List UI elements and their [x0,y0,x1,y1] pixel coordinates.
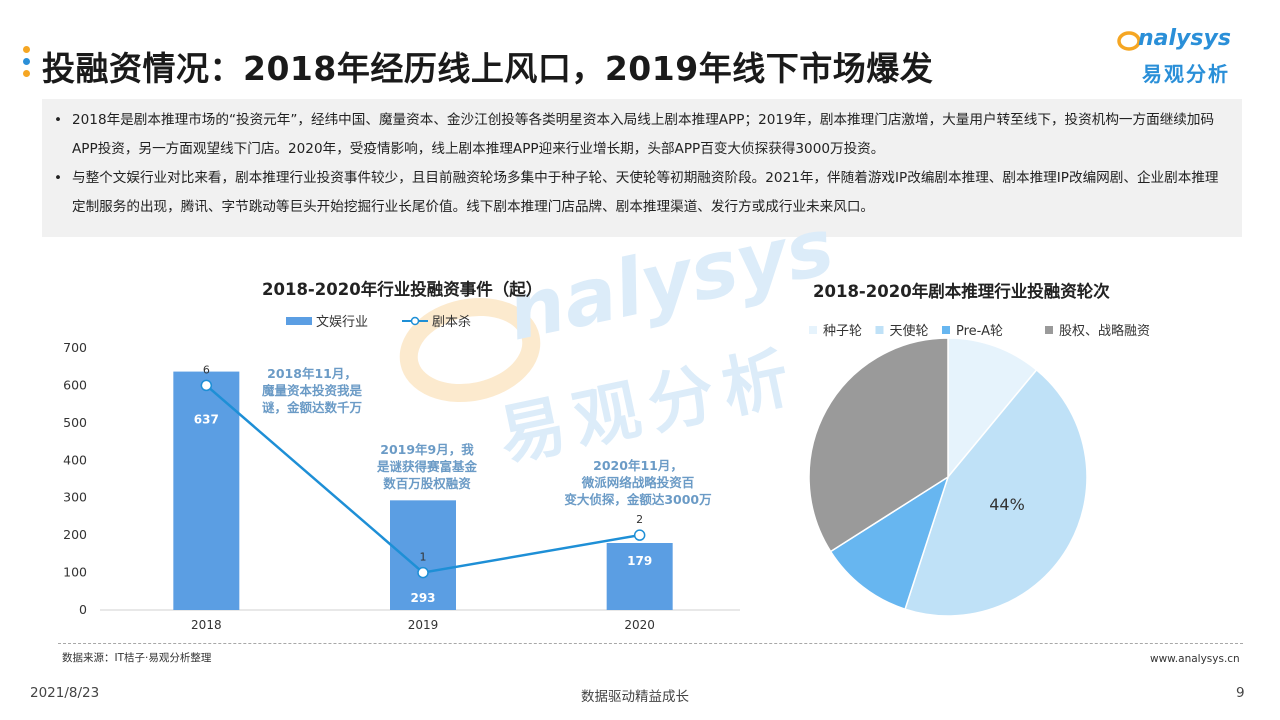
page-number: 9 [1236,685,1245,701]
bar [606,543,673,610]
x-tick-label: 2018 [191,618,222,632]
line-data-label: 6 [203,363,210,376]
title-dot-blue [23,58,30,65]
y-tick-label: 300 [63,490,87,505]
y-tick-label: 100 [63,565,87,580]
legend-label-line: 剧本杀 [432,315,471,330]
pie-legend-label: 股权、战略融资 [1059,323,1150,339]
logo-cn: 易观分析 [1142,62,1230,86]
line-point [200,379,213,392]
pie-legend: 种子轮 天使轮 Pre-A轮 股权、战略融资 [809,323,1150,339]
pie-slice [904,368,1088,617]
legend-label-bar: 文娱行业 [316,315,368,330]
y-tick-label: 500 [63,415,87,430]
y-tick-label: 600 [63,377,87,392]
logo-ring-icon [1117,31,1141,51]
summary-box: 2018年是剧本推理市场的“投资元年”，经纬中国、魔量资本、金沙江创投等各类明星… [42,99,1242,237]
pie-legend-swatch [809,326,817,334]
chart-legend: 文娱行业 剧本杀 [286,315,471,330]
site-url[interactable]: www.analysys.cn [1150,653,1240,665]
title-dot-orange-bottom [23,70,30,77]
logo-text: nalysys [1138,26,1231,51]
summary-bullet-2: 与整个文娱行业对比来看，剧本推理行业投资事件较少，且目前融资轮场多集中于种子轮、… [54,164,1228,222]
pie-chart-title: 2018-2020年剧本推理行业投融资轮次 [813,282,1110,301]
analysys-logo: nalysys 易观分析 [1117,26,1243,86]
pie-legend-label: 天使轮 [890,323,929,339]
pie-legend-swatch [942,326,950,334]
pie-legend-label: 种子轮 [823,324,862,339]
line-point [633,529,646,541]
summary-bullet-1: 2018年是剧本推理市场的“投资元年”，经纬中国、魔量资本、金沙江创投等各类明星… [54,106,1228,164]
line-point [417,566,429,579]
legend-marker-line [410,316,420,326]
annotation-2: 2019年9月，我是谜获得赛富基金数百万股权融资 [376,442,478,491]
bar-line-chart: 文娱行业 剧本杀 0 100 200 300 400 500 600 700 2018 2019 202… [63,315,740,632]
bar-data-label: 637 [194,413,219,427]
source-divider [58,643,1243,644]
annotation-3: 2020年11月，微派网络战略投资百变大侦探，金额达3000万 [564,458,711,507]
line-data-label: 1 [420,551,427,564]
footer-date: 2021/8/23 [30,685,100,701]
pie-slice [829,475,950,611]
legend-swatch-bar [286,317,312,325]
x-tick-label: 2019 [408,618,439,632]
bar-data-label: 179 [627,554,652,568]
footer-slogan: 数据驱动精益成长 [581,689,689,705]
title-dots [23,46,31,82]
page-title: 投融资情况：2018年经历线上风口，2019年线下市场爆发 [42,49,934,88]
y-tick-label: 700 [63,340,87,355]
pie-slice [808,337,949,553]
y-tick-label: 0 [79,602,87,617]
bar [173,371,240,610]
y-tick-label: 400 [63,452,87,467]
pie-slice [947,337,1038,480]
bar-chart-title: 2018-2020年行业投融资事件（起） [262,280,543,299]
y-tick-label: 200 [63,527,87,542]
pie-legend-swatch [1045,326,1053,334]
line-data-label: 2 [636,513,643,526]
pie-legend-label: Pre-A轮 [956,324,1003,339]
title-dot-orange-top [23,46,30,53]
data-source: 数据来源：IT桔子·易观分析整理 [62,652,212,664]
pie-legend-swatch [875,326,884,334]
x-tick-label: 2020 [624,618,655,632]
pie-chart: 种子轮 天使轮 Pre-A轮 股权、战略融资 44% [808,323,1150,617]
bar-data-label: 293 [410,591,435,605]
pie-slice-label: 44% [989,495,1025,514]
annotation-1: 2018年11月，魔量资本投资我是谜，金额达数千万 [262,366,363,415]
